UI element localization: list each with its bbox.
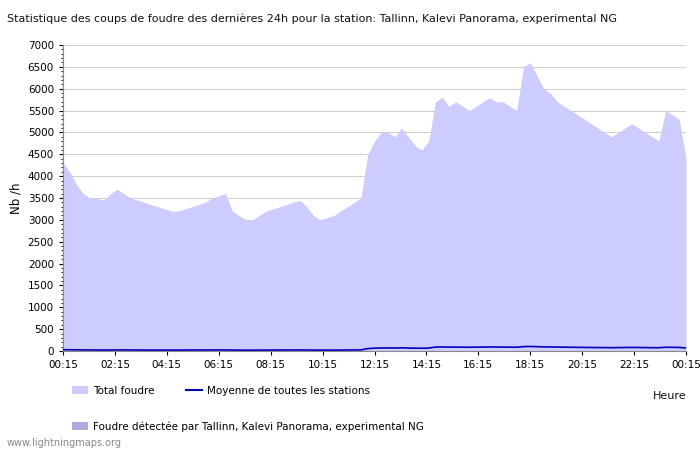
Legend: Total foudre, Moyenne de toutes les stations: Total foudre, Moyenne de toutes les stat… (68, 382, 374, 400)
Text: Heure: Heure (652, 391, 686, 401)
Y-axis label: Nb /h: Nb /h (9, 182, 22, 214)
Text: www.lightningmaps.org: www.lightningmaps.org (7, 438, 122, 448)
Legend: Foudre détectée par Tallinn, Kalevi Panorama, experimental NG: Foudre détectée par Tallinn, Kalevi Pano… (68, 417, 428, 436)
Text: Statistique des coups de foudre des dernières 24h pour la station: Tallinn, Kale: Statistique des coups de foudre des dern… (7, 14, 617, 24)
